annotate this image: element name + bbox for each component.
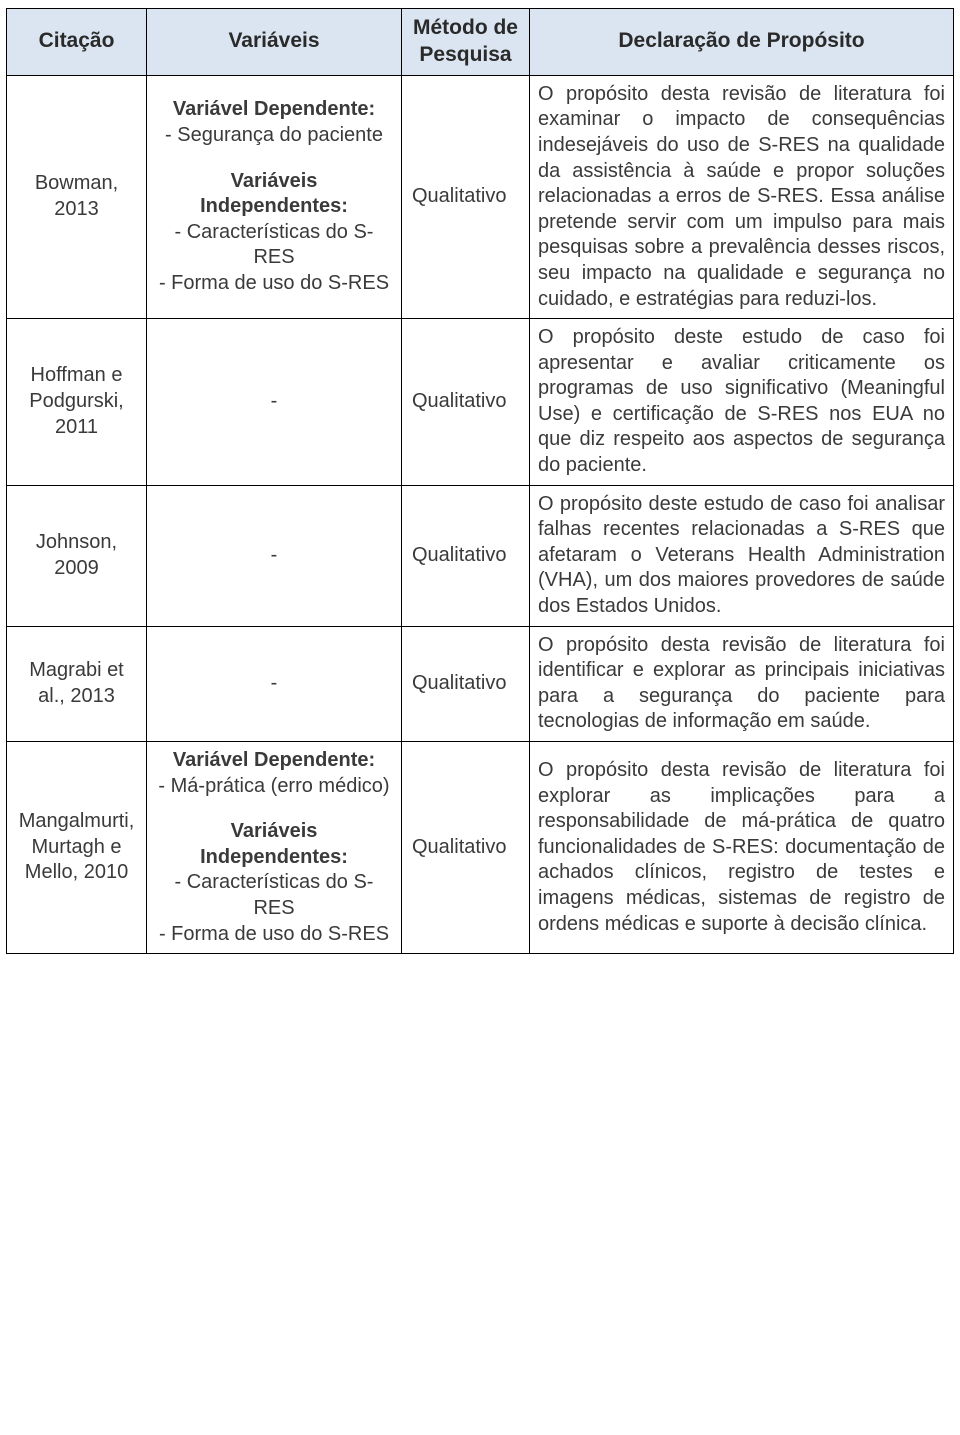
cell-citation: Johnson, 2009	[7, 485, 147, 626]
cell-purpose: O propósito desta revisão de literatura …	[530, 742, 954, 954]
indep-var-block: Variáveis Independentes: - Característic…	[155, 169, 393, 297]
cell-method: Qualitativo	[402, 485, 530, 626]
cell-method: Qualitativo	[402, 626, 530, 741]
indep-var-item: - Características do S-RES	[155, 220, 393, 271]
dep-var-block: Variável Dependente: - Má-prática (erro …	[155, 748, 393, 799]
indep-var-item: - Forma de uso do S-RES	[155, 271, 393, 297]
cell-purpose: O propósito deste estudo de caso foi apr…	[530, 319, 954, 486]
table-row: Bowman, 2013 Variável Dependente: - Segu…	[7, 75, 954, 318]
dep-var-item: - Má-prática (erro médico)	[155, 774, 393, 800]
cell-purpose: O propósito desta revisão de literatura …	[530, 75, 954, 318]
indep-var-item: - Forma de uso do S-RES	[155, 922, 393, 948]
indep-var-block: Variáveis Independentes: - Característic…	[155, 819, 393, 947]
dep-var-block: Variável Dependente: - Segurança do paci…	[155, 97, 393, 148]
cell-purpose: O propósito desta revisão de literatura …	[530, 626, 954, 741]
literature-table: Citação Variáveis Método de Pesquisa Dec…	[6, 8, 954, 954]
col-purpose: Declaração de Propósito	[530, 9, 954, 76]
spacer	[155, 149, 393, 169]
page-container: Citação Variáveis Método de Pesquisa Dec…	[0, 0, 960, 962]
col-variables: Variáveis	[147, 9, 402, 76]
cell-method: Qualitativo	[402, 319, 530, 486]
cell-purpose: O propósito deste estudo de caso foi ana…	[530, 485, 954, 626]
dep-var-title: Variável Dependente:	[155, 748, 393, 774]
dep-var-item: - Segurança do paciente	[155, 123, 393, 149]
cell-citation: Bowman, 2013	[7, 75, 147, 318]
table-row: Hoffman e Podgurski, 2011 - Qualitativo …	[7, 319, 954, 486]
cell-variables: Variável Dependente: - Segurança do paci…	[147, 75, 402, 318]
cell-variables: Variável Dependente: - Má-prática (erro …	[147, 742, 402, 954]
cell-citation: Magrabi et al., 2013	[7, 626, 147, 741]
cell-variables: -	[147, 485, 402, 626]
cell-method: Qualitativo	[402, 75, 530, 318]
header-row: Citação Variáveis Método de Pesquisa Dec…	[7, 9, 954, 76]
dep-var-title: Variável Dependente:	[155, 97, 393, 123]
cell-method: Qualitativo	[402, 742, 530, 954]
col-citation: Citação	[7, 9, 147, 76]
cell-variables: -	[147, 626, 402, 741]
indep-var-item: - Características do S-RES	[155, 870, 393, 921]
cell-citation: Mangalmurti, Murtagh e Mello, 2010	[7, 742, 147, 954]
spacer	[155, 799, 393, 819]
table-row: Magrabi et al., 2013 - Qualitativo O pro…	[7, 626, 954, 741]
cell-citation: Hoffman e Podgurski, 2011	[7, 319, 147, 486]
indep-var-title: Variáveis Independentes:	[155, 819, 393, 870]
table-row: Mangalmurti, Murtagh e Mello, 2010 Variá…	[7, 742, 954, 954]
table-row: Johnson, 2009 - Qualitativo O propósito …	[7, 485, 954, 626]
col-method: Método de Pesquisa	[402, 9, 530, 76]
indep-var-title: Variáveis Independentes:	[155, 169, 393, 220]
cell-variables: -	[147, 319, 402, 486]
